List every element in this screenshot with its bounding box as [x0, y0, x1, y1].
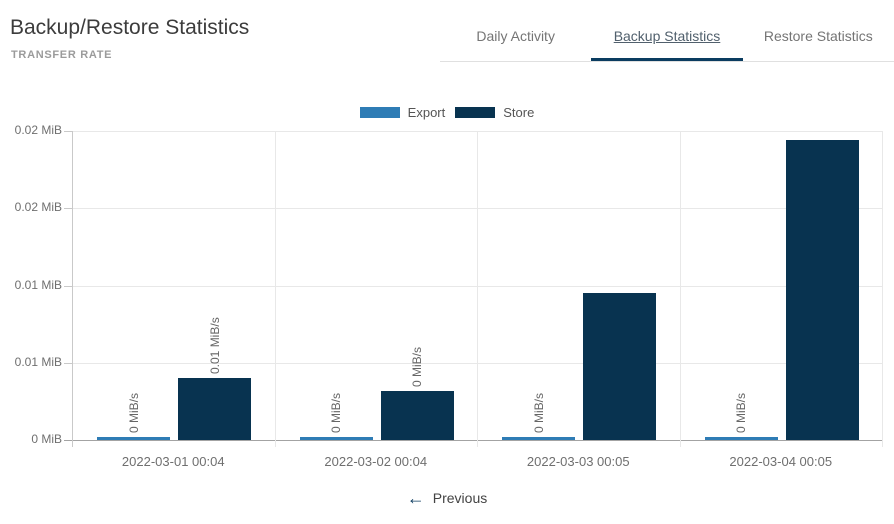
- chart-legend: Export Store: [0, 105, 894, 120]
- export-bar[interactable]: [502, 437, 575, 440]
- y-axis-tick: [64, 131, 72, 132]
- y-axis-tick: [64, 362, 72, 364]
- arrow-left-icon: ←: [406, 488, 425, 508]
- x-axis-line: [64, 440, 882, 441]
- x-tick-label: 2022-03-03 00:05: [526, 454, 630, 469]
- y-tick-label: 0.01 MiB: [14, 354, 62, 369]
- bar-value-label: 0 MiB/s: [734, 392, 748, 433]
- store-bar[interactable]: [785, 140, 859, 440]
- legend-item-export[interactable]: Export: [359, 105, 446, 120]
- gridline: [477, 131, 478, 447]
- tab-label: Daily Activity: [476, 28, 555, 44]
- y-tick-label: 0.02 MiB: [14, 200, 62, 215]
- bar-value-label: 0 MiB/s: [329, 392, 343, 433]
- store-bar[interactable]: [178, 378, 251, 440]
- bar-value-label: 0 MiB/s: [126, 392, 141, 433]
- gridline: [679, 131, 681, 447]
- x-tick-label: 2022-03-01 00:04: [121, 454, 225, 469]
- legend-label-store: Store: [503, 105, 535, 120]
- legend-item-store[interactable]: Store: [455, 105, 534, 120]
- store-bar[interactable]: [380, 391, 454, 440]
- y-axis-tick: [64, 208, 72, 210]
- previous-button[interactable]: ← Previous: [407, 489, 487, 507]
- previous-label: Previous: [432, 490, 488, 506]
- tab-label: Backup Statistics: [613, 28, 721, 44]
- store-series-swatch: [455, 107, 496, 118]
- tab-restore-statistics[interactable]: Restore Statistics: [743, 14, 894, 61]
- legend-label-export: Export: [407, 105, 446, 120]
- export-series-swatch: [359, 107, 400, 118]
- bar-value-label: 0 MiB/s: [531, 392, 546, 433]
- pagination: ← Previous: [0, 489, 894, 507]
- gridline: [274, 131, 276, 447]
- y-axis-line: [72, 131, 73, 447]
- y-tick-label: 0.02 MiB: [14, 123, 62, 137]
- store-bar[interactable]: [583, 293, 656, 440]
- export-bar[interactable]: [97, 437, 170, 440]
- tab-label: Restore Statistics: [763, 28, 873, 44]
- bar-value-label: 0.01 MiB/s: [207, 317, 222, 374]
- tab-daily-activity[interactable]: Daily Activity: [440, 14, 591, 61]
- x-tick-label: 2022-03-04 00:05: [729, 454, 833, 469]
- y-tick-label: 0 MiB: [31, 432, 62, 446]
- export-bar[interactable]: [299, 437, 373, 440]
- page-title: Backup/Restore Statistics: [10, 16, 250, 39]
- tab-bar: Daily Activity Backup Statistics Restore…: [440, 14, 894, 62]
- bar-value-label: 0 MiB/s: [410, 346, 424, 387]
- tab-backup-statistics[interactable]: Backup Statistics: [591, 14, 743, 61]
- y-axis-tick: [64, 285, 72, 287]
- chart-title: TRANSFER RATE: [11, 49, 113, 61]
- gridline: [882, 131, 883, 447]
- y-tick-label: 0.01 MiB: [14, 277, 62, 292]
- export-bar[interactable]: [704, 437, 778, 440]
- x-tick-label: 2022-03-02 00:04: [324, 454, 428, 469]
